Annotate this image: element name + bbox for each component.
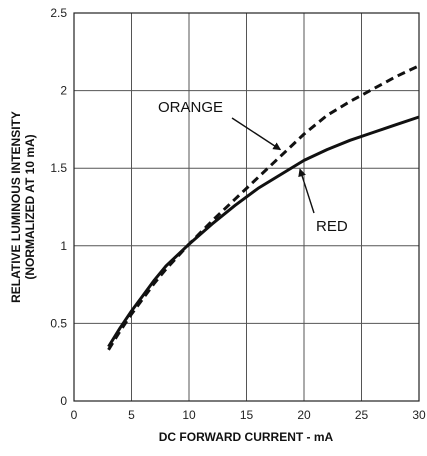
y-tick-label: 2.5 [50,6,67,20]
annotation-red-label: RED [316,218,348,235]
series-layer [107,64,420,351]
x-axis-title: DC FORWARD CURRENT - mA [159,430,334,444]
x-tick-label: 15 [240,408,254,422]
x-tick-label: 0 [71,408,78,422]
tick-layer: 0 5 10 15 20 25 30 0 0.5 1 1.5 2 2.5 [50,6,426,422]
series-line-red [107,115,420,348]
y-tick-label: 2 [60,84,67,98]
y-axis-title-line1: RELATIVE LUMINOUS INTENSITY [9,111,23,303]
annotation-red-arrow [298,168,315,214]
annotation-orange-arrow [231,117,282,151]
series-line-orange [107,64,420,351]
y-tick-label: 0.5 [50,316,67,330]
plot-frame [73,12,420,402]
x-tick-label: 25 [355,408,369,422]
y-tick-label: 0 [60,394,67,408]
annotation-layer: ORANGE RED [158,99,348,235]
grid-layer [73,12,420,402]
x-tick-label: 20 [297,408,311,422]
y-tick-label: 1.5 [50,161,67,175]
x-tick-label: 10 [182,408,196,422]
annotation-orange-label: ORANGE [158,99,223,116]
x-tick-label: 5 [128,408,135,422]
y-tick-label: 1 [60,239,67,253]
x-tick-label: 30 [412,408,426,422]
y-axis-title-line2: (NORMALIZED AT 10 mA) [23,134,37,279]
